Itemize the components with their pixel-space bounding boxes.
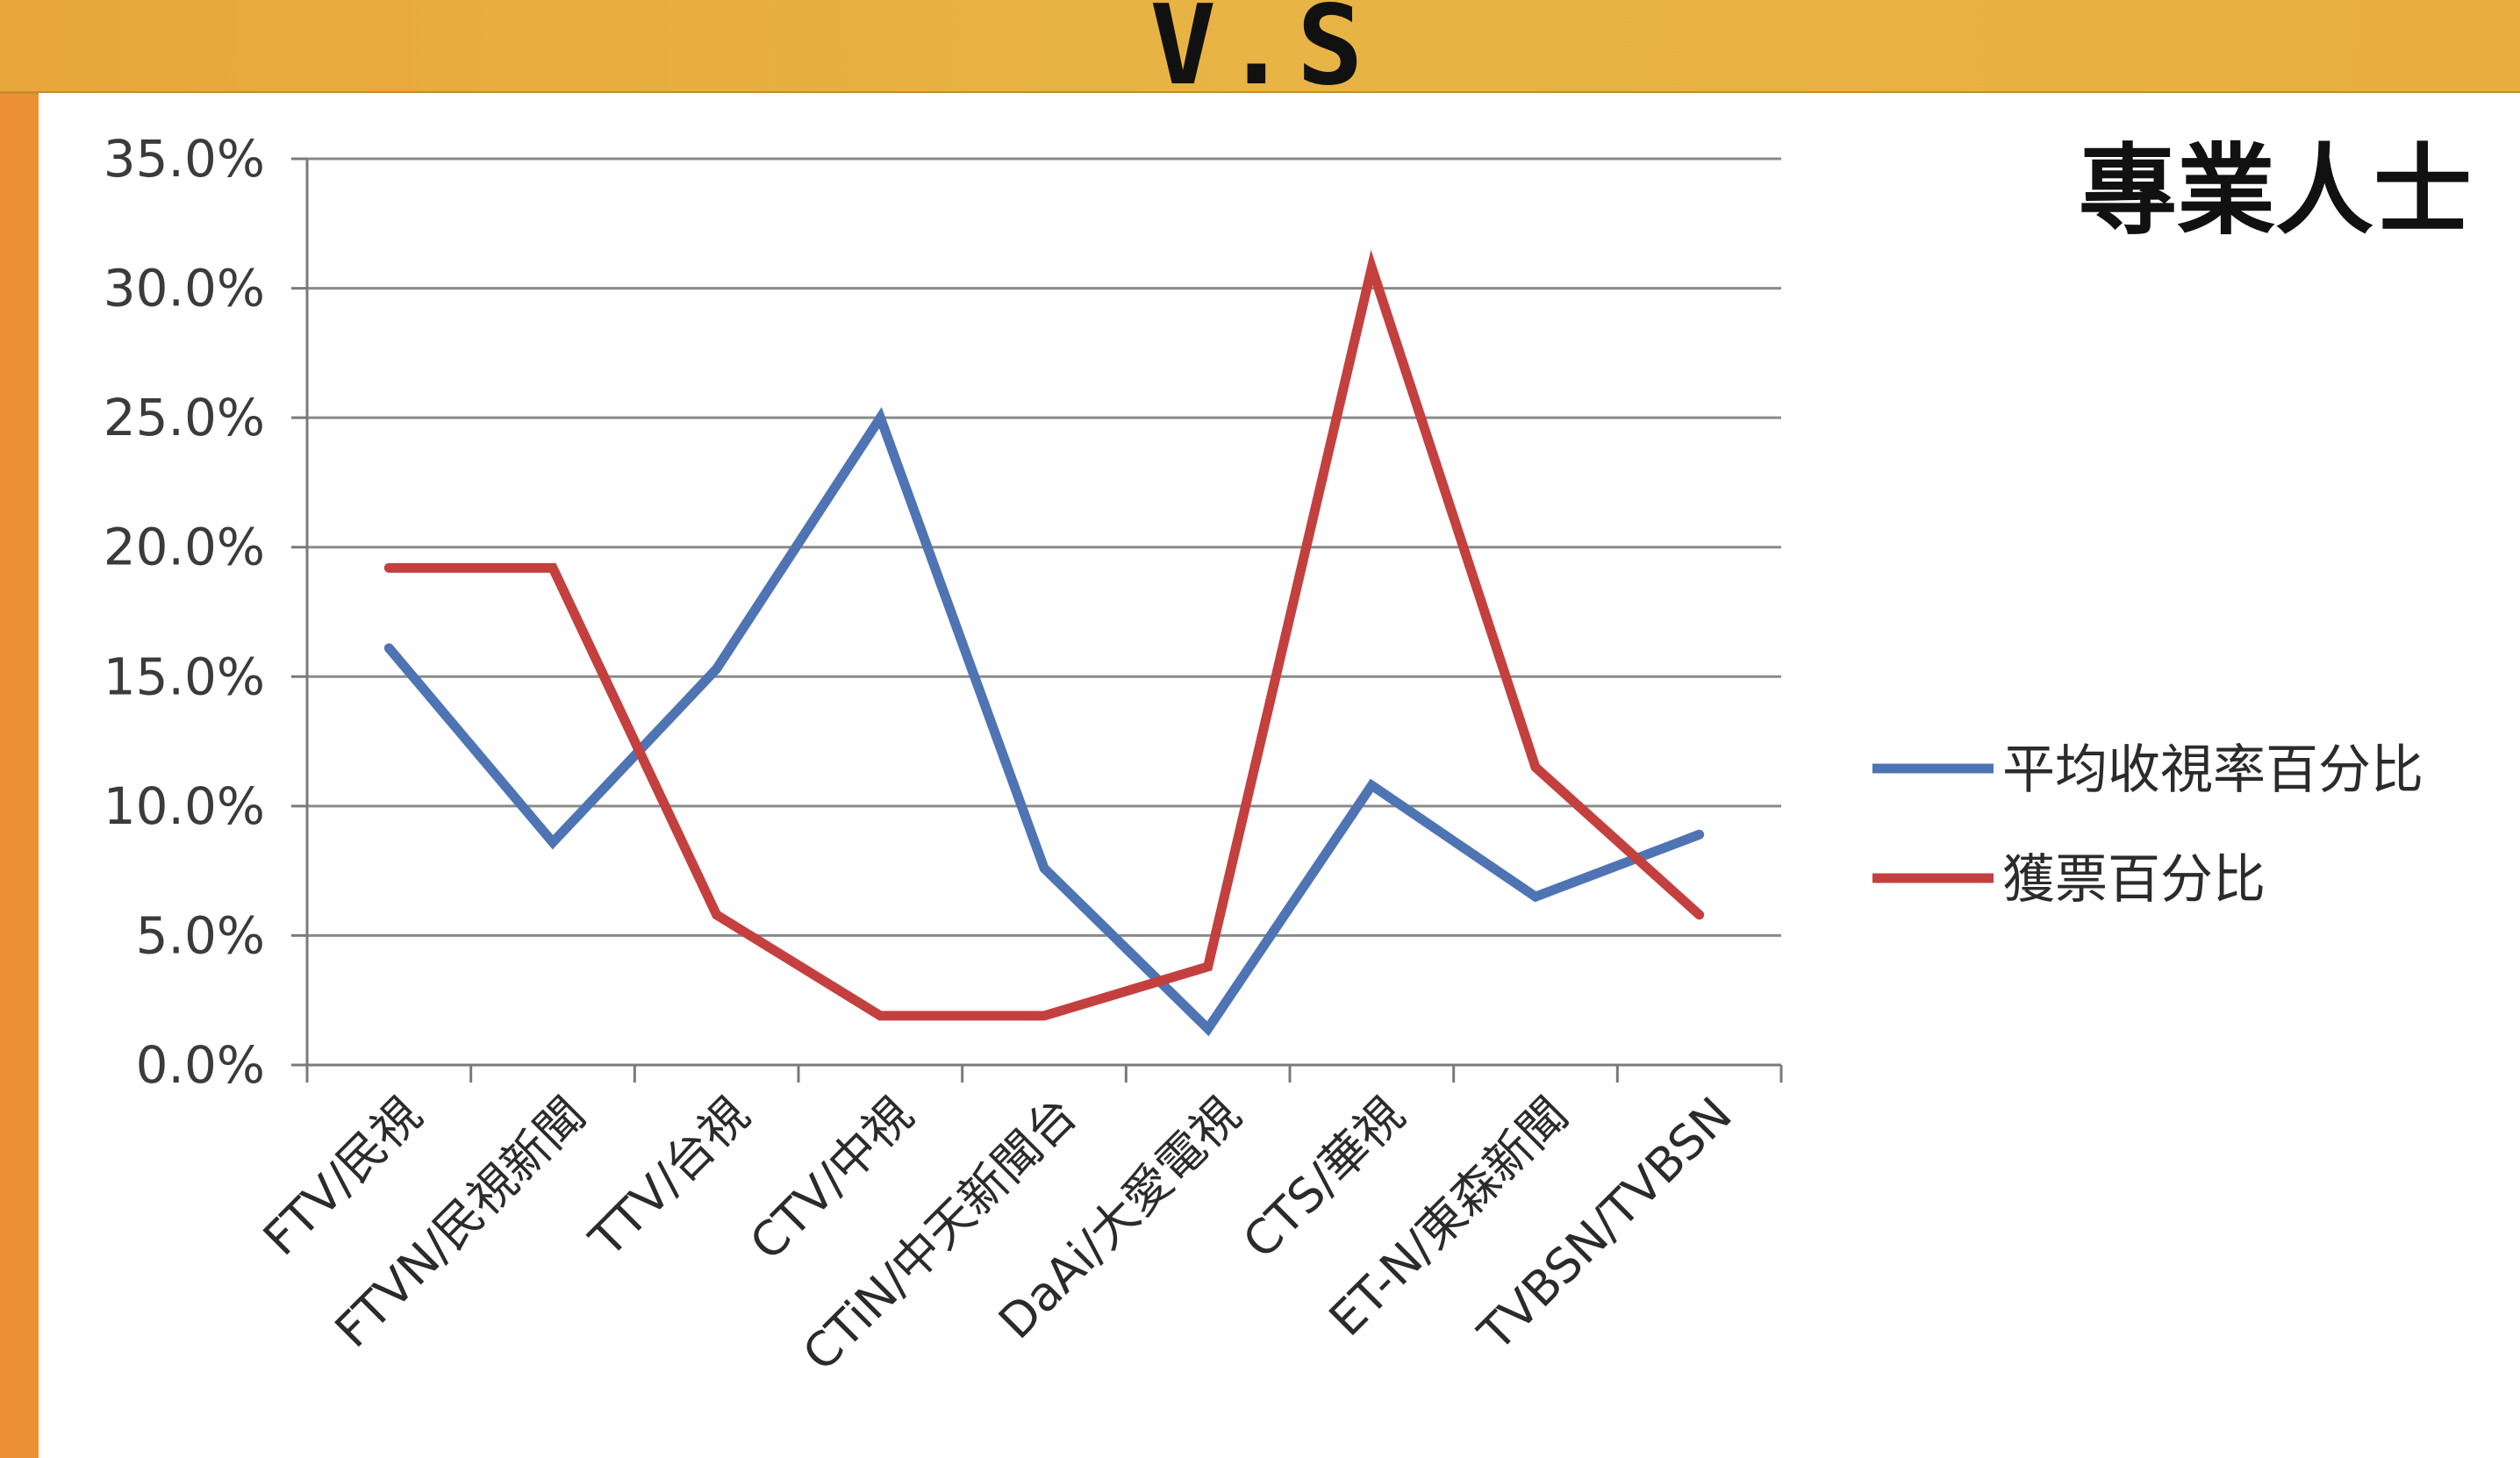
x-tick-label: CTiN/中天新聞台: [792, 1087, 1087, 1382]
data-point: [386, 565, 392, 571]
data-point: [1369, 783, 1375, 789]
y-tick-label: 15.0%: [104, 647, 265, 706]
data-point: [1205, 1026, 1211, 1032]
x-tick-labels: FTV/民視FTVN/民視新聞TTV/台視CTV/中視CTiN/中天新聞台DaA…: [253, 1087, 1743, 1382]
data-point: [713, 911, 719, 918]
vs-title: V.S: [1149, 0, 1371, 110]
data-point: [1533, 764, 1538, 770]
data-point: [713, 666, 719, 672]
y-tick-label: 5.0%: [136, 905, 265, 965]
data-point: [1696, 832, 1702, 838]
data-point: [877, 415, 884, 421]
y-tick-labels: 0.0% 5.0% 10.0% 15.0% 20.0% 25.0% 30.0% 35.0%: [104, 129, 265, 1095]
y-tick-label: 10.0%: [104, 776, 265, 836]
y-tick-label: 25.0%: [104, 388, 265, 447]
data-point: [1696, 911, 1702, 918]
data-point: [1369, 264, 1375, 270]
legend-label: 平均收視率百分比: [2002, 740, 2423, 801]
axes: [291, 157, 1783, 1083]
legend-label: 獲票百分比: [2002, 849, 2266, 911]
y-tick-label: 30.0%: [104, 259, 265, 318]
data-point: [1533, 894, 1538, 900]
x-tick-label: TTV/台視: [578, 1087, 760, 1269]
data-point: [550, 840, 555, 846]
y-tick-label: 20.0%: [104, 518, 265, 577]
series-line-1: [383, 406, 1705, 1037]
chart-subtitle: 專業人士: [2079, 134, 2472, 248]
data-point: [1205, 963, 1211, 969]
data-point: [1042, 865, 1047, 871]
series-lines: [383, 249, 1705, 1037]
y-tick-label: 0.0%: [136, 1035, 265, 1095]
series-line-2: [383, 249, 1705, 1021]
top-banner: V.S: [0, 0, 2520, 110]
data-point: [1042, 1012, 1047, 1018]
data-point: [386, 645, 392, 651]
data-point: [550, 565, 555, 571]
data-point: [877, 1012, 884, 1018]
gridlines: [307, 157, 1781, 937]
line-chart: 0.0% 5.0% 10.0% 15.0% 20.0% 25.0% 30.0% 35.0% F…: [104, 129, 2472, 1382]
chart-panel: 0.0% 5.0% 10.0% 15.0% 20.0% 25.0% 30.0% 35.0% F…: [39, 93, 2520, 1458]
y-tick-label: 35.0%: [104, 129, 265, 189]
